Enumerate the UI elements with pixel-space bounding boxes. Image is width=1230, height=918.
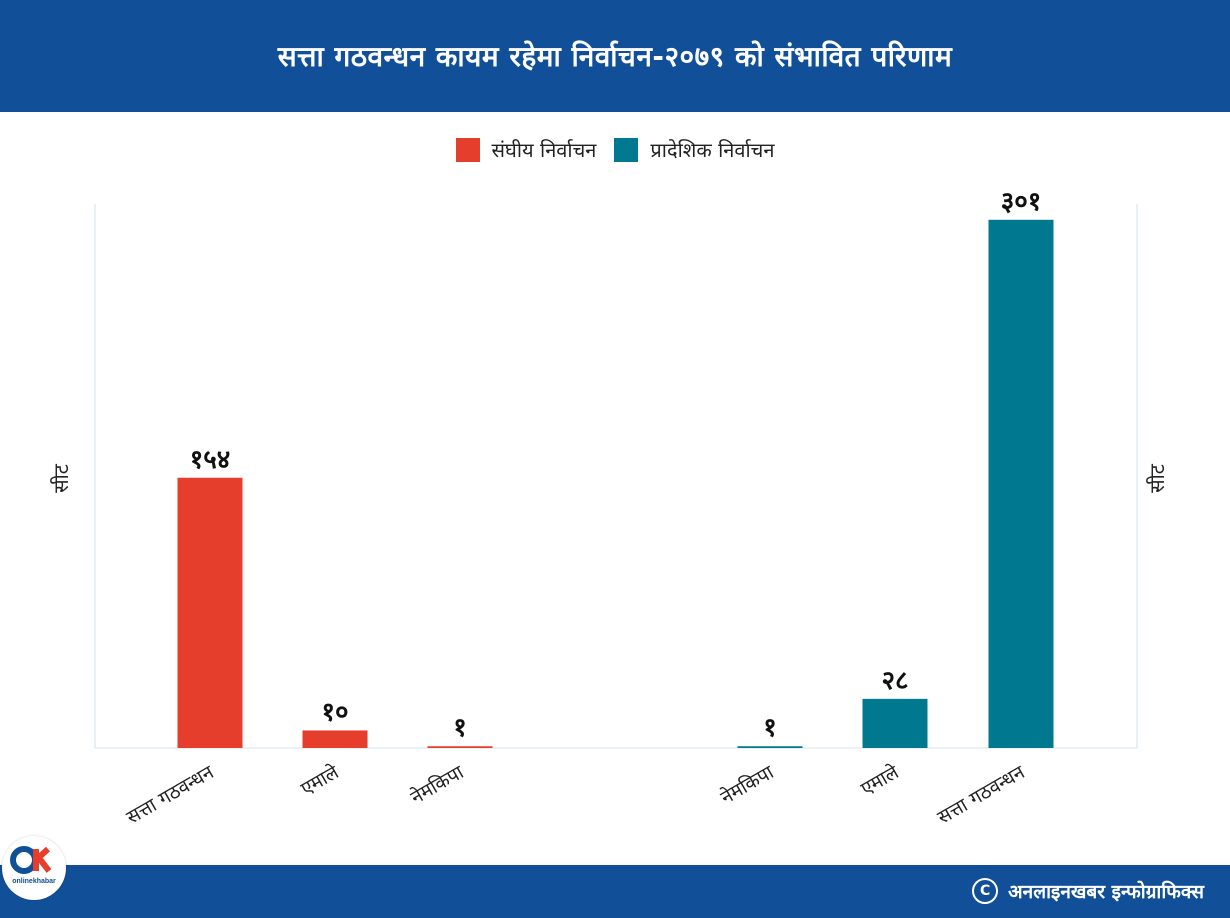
value-label-federal-2: १: [453, 713, 467, 743]
logo-text: onlinekhabar: [12, 878, 56, 885]
logo-icon: onlinekhabar: [10, 846, 56, 885]
legend-swatch-provincial: [614, 137, 639, 162]
value-label-federal-0: १५४: [190, 445, 231, 475]
copyright-icon: C: [972, 878, 999, 904]
value-label-provincial-1: २८: [881, 666, 908, 696]
category-label-provincial-1: एमाले: [857, 760, 904, 800]
bar-provincial-1: [862, 698, 928, 748]
bar-federal-1: [302, 730, 368, 748]
bar-federal-2: [427, 746, 493, 748]
legend-label-federal: संघीय निर्वाचन: [491, 138, 597, 162]
category-label-provincial-0: नेमकिपा: [717, 760, 779, 809]
chart-title: सत्ता गठवन्धन कायम रहेमा निर्वाचन-२०७९ क…: [277, 40, 953, 73]
category-label-federal-2: नेमकिपा: [407, 760, 469, 809]
bar-provincial-2: [988, 219, 1054, 748]
category-label-federal-1: एमाले: [297, 760, 344, 800]
legend-item-provincial: प्रादेशिक निर्वाचन: [614, 136, 774, 163]
header-banner: सत्ता गठवन्धन कायम रहेमा निर्वाचन-२०७९ क…: [0, 0, 1230, 112]
credit-text: अनलाइनखबर इन्फोग्राफिक्स: [1008, 881, 1204, 903]
bar-provincial-0: [737, 746, 803, 748]
value-label-federal-1: १०: [321, 697, 348, 727]
value-label-provincial-0: १: [763, 713, 777, 743]
y-axis-label-right: सीट: [1144, 464, 1169, 493]
onlinekhabar-logo[interactable]: onlinekhabar: [2, 836, 66, 900]
legend-label-provincial: प्रादेशिक निर्वाचन: [650, 138, 775, 162]
value-label-provincial-2: ३०१: [1001, 187, 1042, 217]
bar-federal-0: [177, 477, 243, 748]
category-label-provincial-2: सत्ता गठवन्धन: [934, 761, 1029, 829]
chart-legend: संघीय निर्वाचन प्रादेशिक निर्वाचन: [0, 136, 1230, 163]
footer-credit: C अनलाइनखबर इन्फोग्राफिक्स: [972, 878, 1204, 904]
legend-swatch-federal: [455, 137, 480, 162]
y-axis-label-left: सीट: [48, 464, 73, 493]
category-label-federal-0: सत्ता गठवन्धन: [123, 761, 218, 829]
legend-item-federal: संघीय निर्वाचन: [455, 136, 597, 163]
footer-banner: [0, 865, 1230, 918]
